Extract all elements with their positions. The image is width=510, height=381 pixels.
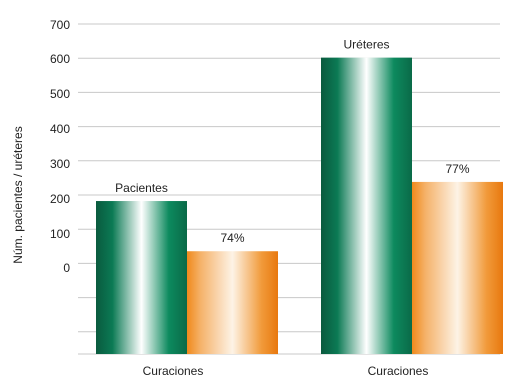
- category-labels: Curaciones Curaciones: [143, 364, 429, 378]
- y-tick-label: 500: [50, 87, 70, 101]
- bar-green: [321, 57, 412, 354]
- y-tick-label: 700: [50, 18, 70, 32]
- y-tick-label: 600: [50, 52, 70, 66]
- x-category-label: Curaciones: [368, 364, 429, 378]
- bar-data-label: 74%: [220, 231, 244, 245]
- bar-data-label: Pacientes: [115, 181, 168, 195]
- x-category-label: Curaciones: [143, 364, 204, 378]
- y-tick-label: 300: [50, 157, 70, 171]
- y-axis-ticks: 700 600 500 400 300 200 100 0: [50, 18, 70, 275]
- bar-green: [96, 201, 187, 354]
- y-tick-label: 100: [50, 227, 70, 241]
- y-tick-label: 200: [50, 192, 70, 206]
- bar-data-label: 77%: [445, 162, 469, 176]
- bars: Pacientes 74% Uréteres 77%: [96, 38, 503, 354]
- bar-orange: [412, 181, 503, 354]
- y-tick-label: 0: [63, 261, 70, 275]
- bar-orange: [187, 251, 278, 354]
- y-tick-label: 400: [50, 122, 70, 136]
- bar-data-label: Uréteres: [343, 38, 389, 52]
- y-axis-label: Núm. pacientes / uréteres: [11, 126, 25, 263]
